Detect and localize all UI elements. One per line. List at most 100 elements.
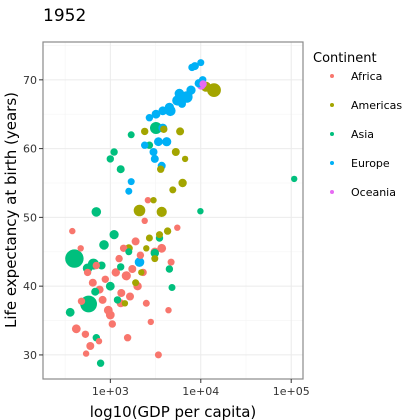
data-point-africa — [101, 275, 110, 283]
data-point-asia — [150, 122, 162, 134]
data-point-africa — [126, 292, 134, 301]
data-point-asia — [99, 240, 109, 250]
data-point-europe — [174, 88, 185, 99]
data-point-africa — [165, 307, 172, 314]
data-point-americas — [160, 125, 168, 133]
data-point-asia — [91, 207, 102, 217]
data-point-africa — [123, 334, 132, 342]
y-tick-label: 40 — [23, 280, 37, 293]
data-point-europe — [134, 257, 145, 267]
x-tick-label: 1e+04 — [182, 385, 219, 398]
data-point-asia — [97, 261, 106, 270]
data-point-asia — [96, 359, 105, 367]
data-point-asia — [65, 307, 75, 317]
data-point-americas — [151, 255, 159, 263]
data-point-africa — [136, 251, 145, 259]
legend-key-oceania — [330, 190, 334, 194]
data-point-europe — [164, 102, 174, 112]
data-point-europe — [149, 148, 158, 156]
data-point-europe — [154, 137, 163, 147]
data-point-asia — [127, 131, 135, 139]
legend-label-americas: Americas — [351, 99, 402, 112]
data-point-africa — [128, 265, 137, 273]
data-point-africa — [108, 320, 117, 328]
data-point-americas — [163, 227, 172, 235]
data-point-oceania — [199, 80, 207, 88]
chart-title: 1952 — [43, 6, 86, 26]
data-point-asia — [110, 148, 118, 156]
data-point-africa — [77, 297, 86, 305]
data-point-europe — [127, 178, 135, 186]
data-point-americas — [133, 204, 146, 217]
data-point-asia — [291, 175, 298, 183]
data-point-europe — [158, 106, 168, 116]
data-point-americas — [141, 127, 149, 136]
legend-key-asia — [330, 132, 334, 136]
y-axis-ticks: 30 40 50 60 70 — [23, 74, 43, 362]
data-point-asia — [91, 287, 100, 296]
data-point-asia — [150, 248, 159, 258]
data-point-africa — [157, 243, 167, 253]
data-point-americas — [157, 165, 165, 173]
data-point-africa — [111, 268, 121, 277]
legend-key-africa — [330, 74, 334, 78]
data-point-asia — [117, 263, 125, 271]
data-point-americas — [169, 186, 177, 194]
data-point-americas — [145, 234, 153, 242]
data-point-europe — [197, 59, 205, 67]
data-point-africa — [117, 289, 126, 297]
data-point-africa — [147, 318, 154, 326]
data-point-europe — [150, 154, 159, 163]
legend-label-oceania: Oceania — [351, 186, 396, 199]
data-point-americas — [156, 231, 163, 239]
data-point-asia — [65, 249, 84, 268]
data-point-africa — [121, 271, 131, 281]
data-point-americas — [181, 155, 189, 163]
data-point-asia — [197, 208, 204, 215]
data-point-europe — [125, 187, 133, 195]
x-axis-ticks: 1e+03 1e+04 1e+05 — [92, 379, 310, 398]
data-point-africa — [167, 258, 175, 266]
data-point-africa — [81, 330, 90, 338]
legend-key-americas — [330, 103, 334, 107]
data-point-africa — [141, 217, 148, 224]
data-point-americas — [143, 245, 150, 252]
data-point-europe — [178, 99, 186, 108]
data-point-europe — [145, 114, 154, 122]
y-tick-label: 50 — [23, 211, 37, 224]
data-point-africa — [88, 278, 97, 287]
y-tick-label: 30 — [23, 349, 37, 362]
data-point-asia — [106, 155, 115, 163]
data-point-asia — [109, 230, 119, 240]
data-point-europe — [186, 85, 196, 95]
y-tick-label: 70 — [23, 74, 37, 87]
data-point-asia — [113, 296, 122, 304]
legend-title: Continent — [313, 51, 377, 66]
data-point-americas — [178, 178, 187, 188]
data-point-americas — [121, 300, 129, 307]
data-point-africa — [119, 244, 128, 252]
data-point-americas — [138, 269, 145, 276]
data-point-africa — [86, 342, 95, 350]
data-point-africa — [115, 254, 123, 263]
data-point-americas — [171, 148, 180, 156]
legend: Continent Africa Americas Asia Europe Oceani… — [313, 51, 402, 199]
data-point-africa — [174, 224, 181, 231]
data-point-africa — [82, 350, 90, 357]
data-point-africa — [131, 237, 140, 246]
data-point-africa — [69, 227, 76, 235]
data-point-europe — [151, 109, 161, 119]
data-point-europe — [141, 141, 149, 149]
y-axis-title: Life expectancy at birth (years) — [2, 92, 20, 328]
data-point-africa — [83, 268, 92, 277]
data-point-asia — [165, 265, 174, 273]
data-point-africa — [77, 245, 84, 252]
data-point-europe — [188, 63, 196, 72]
data-point-africa — [95, 338, 103, 345]
data-point-europe — [162, 137, 172, 147]
data-point-americas — [176, 127, 185, 136]
panel-border — [42, 41, 304, 380]
data-point-asia — [116, 165, 125, 174]
data-point-africa — [98, 295, 107, 304]
